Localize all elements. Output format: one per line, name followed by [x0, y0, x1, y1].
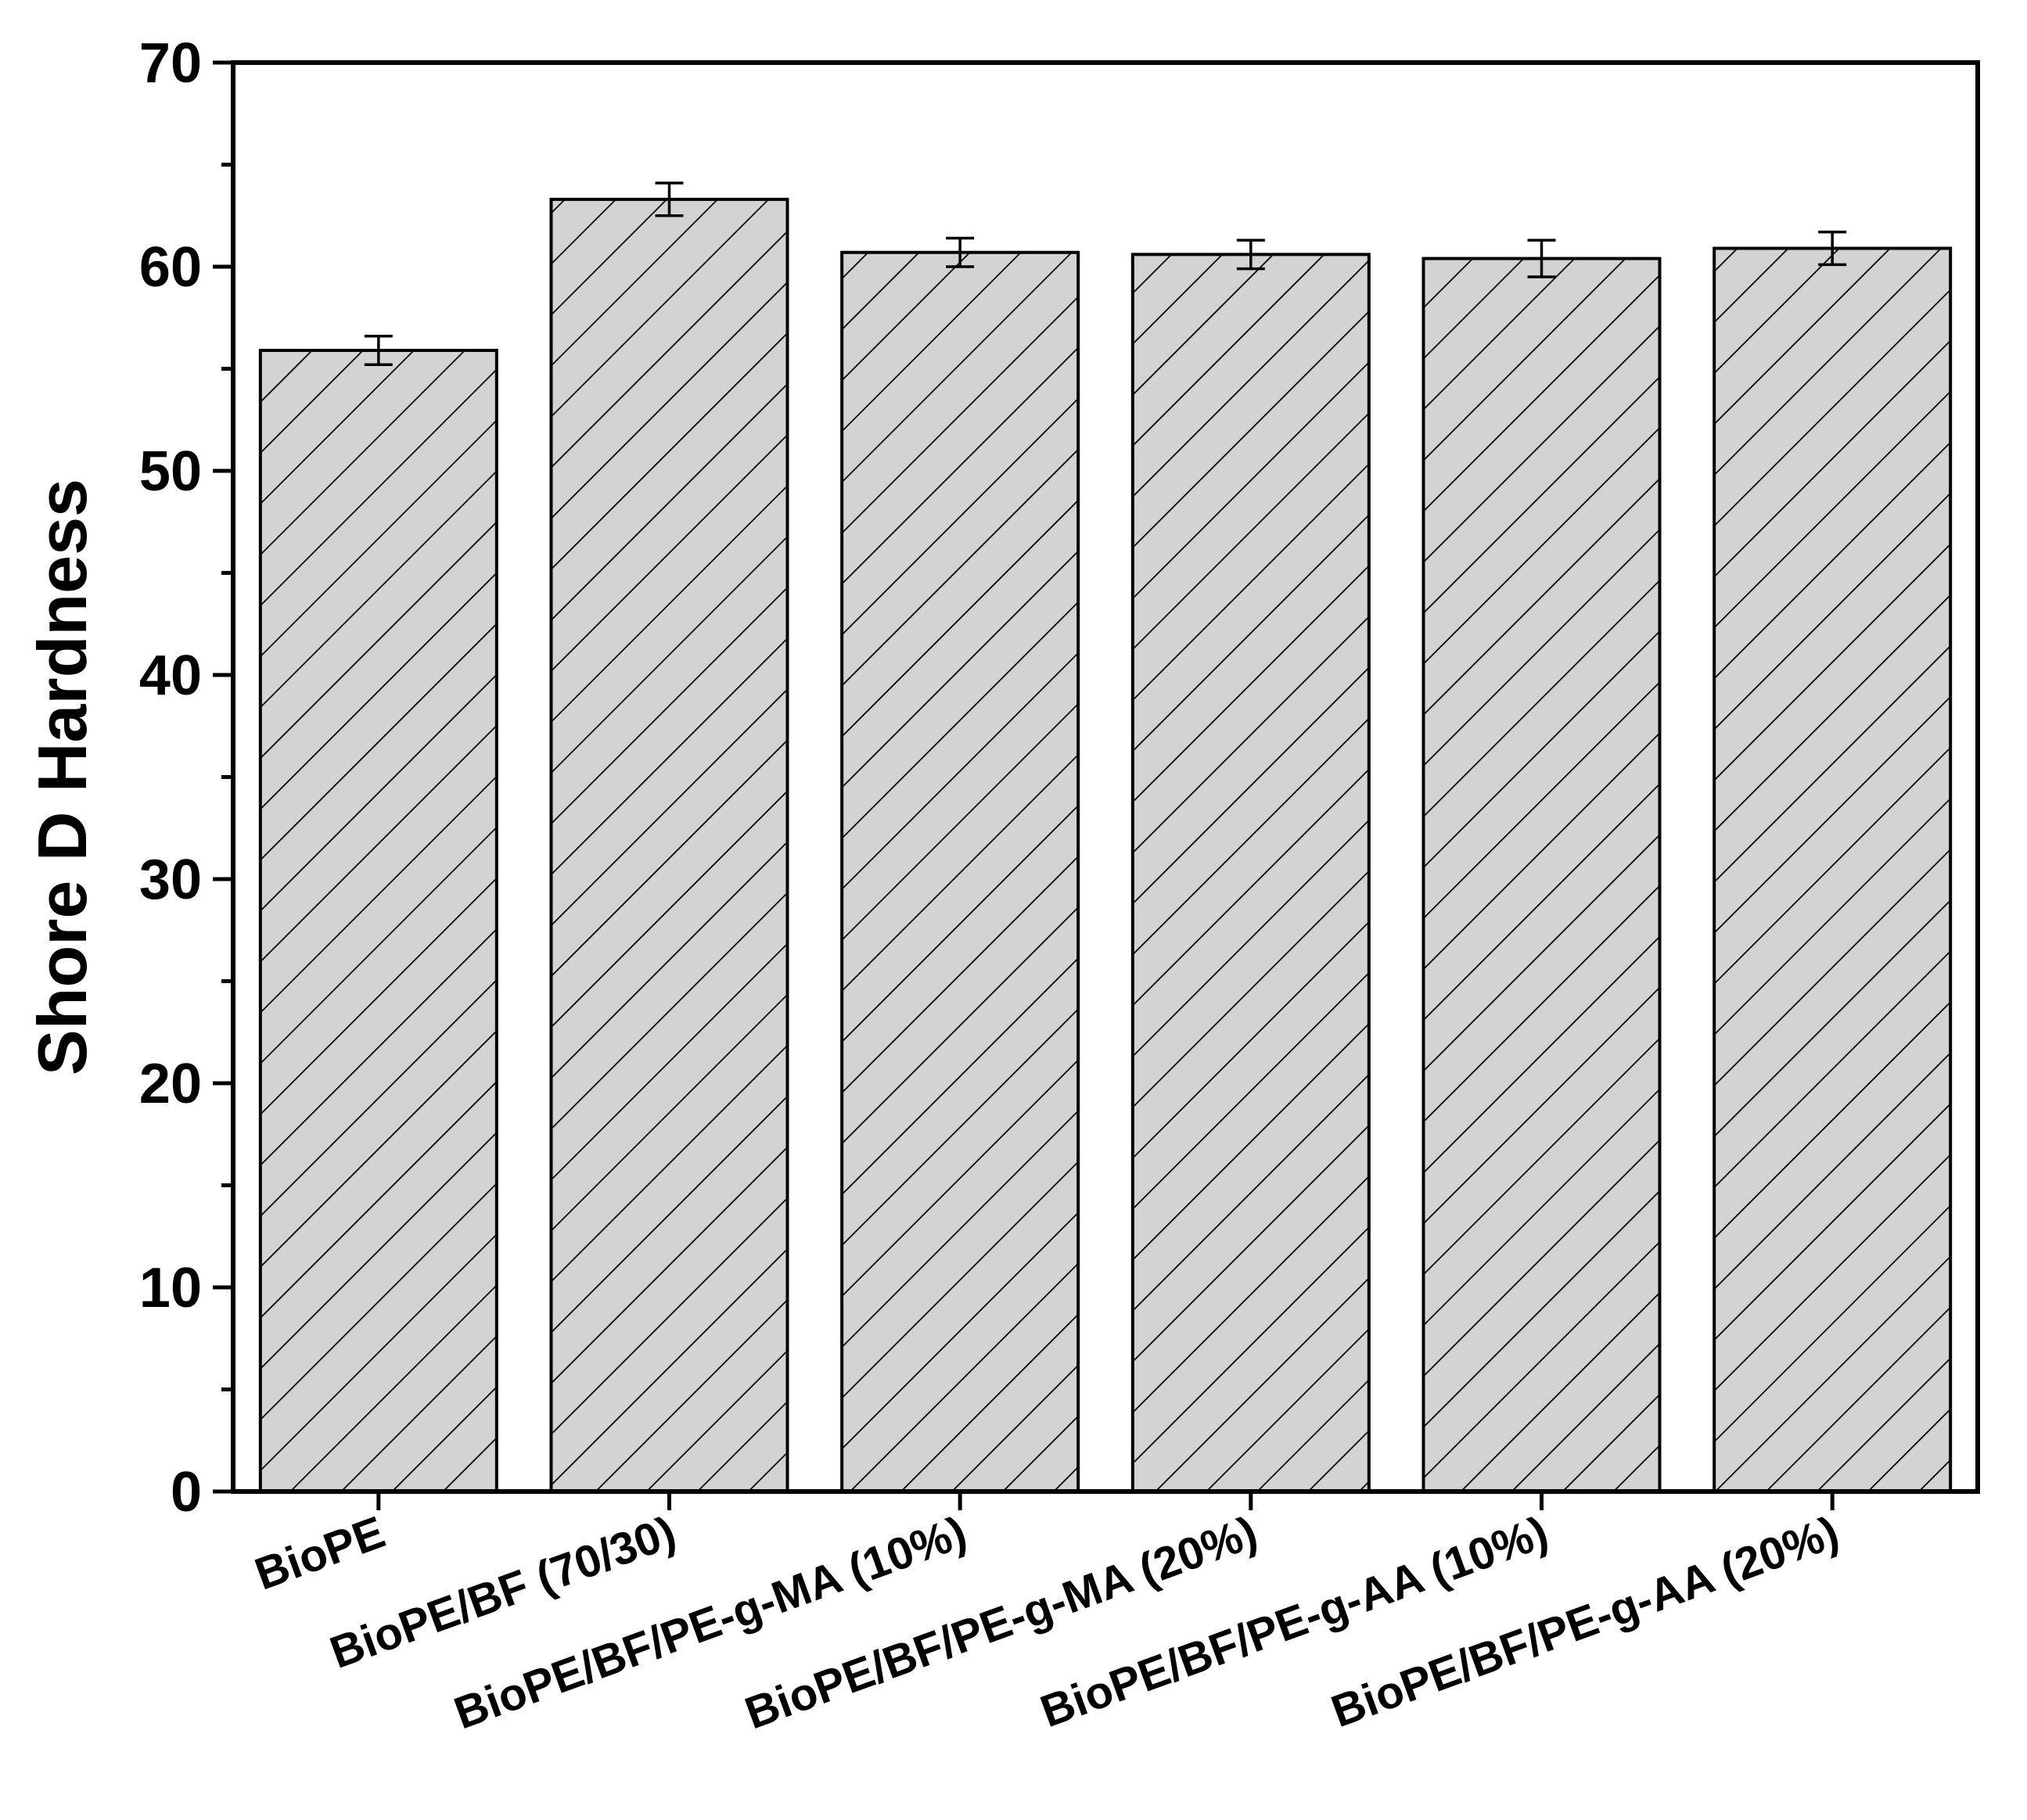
bars-layer — [258, 197, 1953, 1494]
x-tick-label: BioPE/BF/PE-g-AA (20%) — [1324, 1506, 1845, 1737]
error-bar-3 — [946, 236, 975, 268]
y-tick-label: 30 — [139, 849, 202, 911]
bar-4 — [1130, 253, 1371, 1494]
error-bar-5 — [1527, 239, 1556, 278]
error-bar-2 — [655, 181, 684, 217]
bar-5 — [1421, 257, 1662, 1493]
x-tick-label: BioPE/BF/PE-g-MA (10%) — [447, 1506, 972, 1739]
bar-2 — [549, 197, 789, 1493]
y-tick-label: 40 — [139, 644, 202, 707]
error-bar-4 — [1236, 239, 1265, 271]
x-tick-label: BioPE/BF/PE-g-AA (10%) — [1034, 1506, 1554, 1737]
y-tick-label: 20 — [139, 1053, 202, 1115]
y-axis-title: Shore D Hardness — [23, 479, 101, 1075]
y-tick-label: 70 — [139, 32, 202, 95]
bar-1 — [258, 349, 498, 1493]
bar-6 — [1713, 246, 1953, 1493]
bar-3 — [840, 250, 1080, 1494]
y-tick-label: 50 — [139, 440, 202, 503]
error-bar-6 — [1818, 230, 1847, 267]
x-tick-label: BioPE/BF/PE-g-MA (20%) — [739, 1506, 1263, 1739]
error-bar-1 — [364, 334, 393, 367]
error-bars-layer — [364, 181, 1847, 367]
y-tick-label: 0 — [171, 1461, 202, 1524]
y-tick-label: 60 — [139, 236, 202, 299]
y-tick-label: 10 — [139, 1257, 202, 1319]
x-tick-label: BioPE — [249, 1506, 392, 1600]
y-axis-ticks: 0 10 20 30 40 50 60 70 — [139, 32, 233, 1524]
